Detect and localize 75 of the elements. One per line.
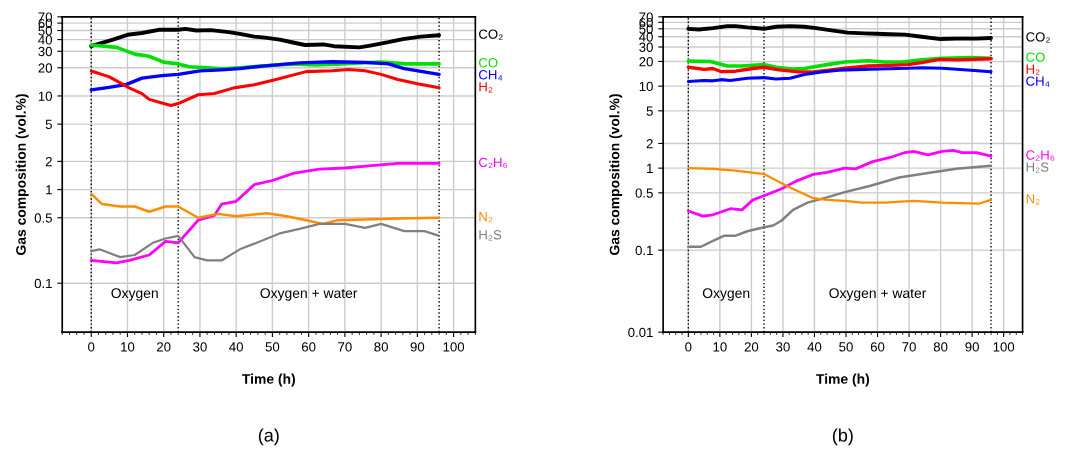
y-tick-label: 0.1 (635, 245, 653, 256)
y-tick-label: 5 (45, 119, 52, 130)
text: N₂ (1026, 194, 1040, 205)
text: (b) (832, 428, 853, 446)
line-series (686, 66, 993, 83)
y-tick-label: 1 (46, 185, 52, 195)
x-tick-label: 40 (807, 342, 822, 352)
text: C₂H₆ (479, 157, 508, 169)
x-tick-label: 50 (839, 342, 853, 352)
line-series (686, 148, 993, 218)
x-tick-label: 70 (338, 342, 352, 352)
text: N₂ (479, 212, 493, 223)
text: CH₄ (479, 70, 503, 81)
x-tick-label: 100 (993, 342, 1015, 352)
y-tick-label: 2 (646, 139, 653, 149)
text: (a) (258, 428, 279, 446)
y-axis-title: Gas composition (vol.%) (609, 94, 623, 255)
y-tick-label: 30 (639, 42, 653, 52)
y-tick-label: 0.5 (635, 188, 653, 198)
x-axis-title: Time (h) (816, 373, 870, 387)
x-tick-label: 80 (374, 342, 388, 352)
x-tick-label: 60 (301, 342, 316, 352)
x-tick-label: 0 (88, 342, 95, 352)
y-tick-label: 2 (45, 156, 52, 167)
annotation: Oxygen (702, 288, 750, 301)
x-tick-label: 70 (902, 342, 916, 352)
annotation: Oxygen + water (829, 288, 927, 301)
x-tick-label: 30 (776, 342, 790, 352)
annotation: Oxygen + water (260, 288, 358, 301)
line-series (687, 164, 993, 248)
y-tick-label: 0.01 (628, 327, 653, 338)
x-tick-label: 20 (157, 342, 171, 352)
y-tick-label: 20 (639, 57, 653, 67)
text: CO₂ (1026, 32, 1050, 43)
y-tick-label: 0.5 (34, 213, 52, 223)
x-tick-label: 40 (229, 342, 243, 352)
text: H₂S (479, 230, 502, 241)
x-tick-label: 60 (870, 342, 885, 352)
y-tick-label: 20 (38, 63, 52, 73)
text: H₂ (479, 82, 493, 93)
x-tick-label: 20 (744, 342, 759, 352)
y-tick-label: 50 (38, 26, 52, 36)
line-series (687, 167, 993, 205)
annotation: Oxygen (111, 288, 158, 301)
x-tick-label: 90 (410, 342, 425, 352)
line-series (89, 60, 441, 92)
y-tick-label: 10 (639, 81, 653, 92)
x-tick-label: 100 (443, 342, 465, 352)
line-series (89, 192, 441, 226)
x-tick-label: 50 (265, 342, 280, 352)
x-tick-label: 10 (121, 342, 135, 352)
text: H₂ (1026, 64, 1040, 75)
line-series (89, 162, 441, 265)
x-tick-label: 90 (965, 342, 979, 352)
x-axis-title: Time (h) (242, 373, 295, 387)
y-tick-label: 40 (639, 32, 653, 42)
text: CO (1026, 52, 1045, 62)
x-tick-label: 80 (933, 342, 948, 352)
text: CO (479, 58, 498, 68)
y-tick-label: 1 (647, 163, 653, 173)
text: CO₂ (479, 29, 503, 40)
y-tick-label: 40 (38, 35, 52, 45)
text: C₂H₆ (1026, 150, 1055, 161)
x-tick-label: 30 (193, 342, 207, 352)
y-tick-label: 0.1 (34, 278, 52, 289)
y-axis-title: Gas composition (vol.%) (15, 94, 29, 255)
y-tick-label: 5 (646, 106, 653, 116)
y-tick-label: 30 (38, 46, 52, 57)
line-series (90, 222, 441, 262)
text: H₂S (1026, 162, 1049, 173)
x-tick-label: 10 (713, 342, 727, 352)
y-tick-label: 10 (38, 91, 52, 101)
line-series (89, 67, 441, 108)
x-tick-label: 0 (685, 342, 692, 352)
text: CH₄ (1026, 76, 1050, 87)
